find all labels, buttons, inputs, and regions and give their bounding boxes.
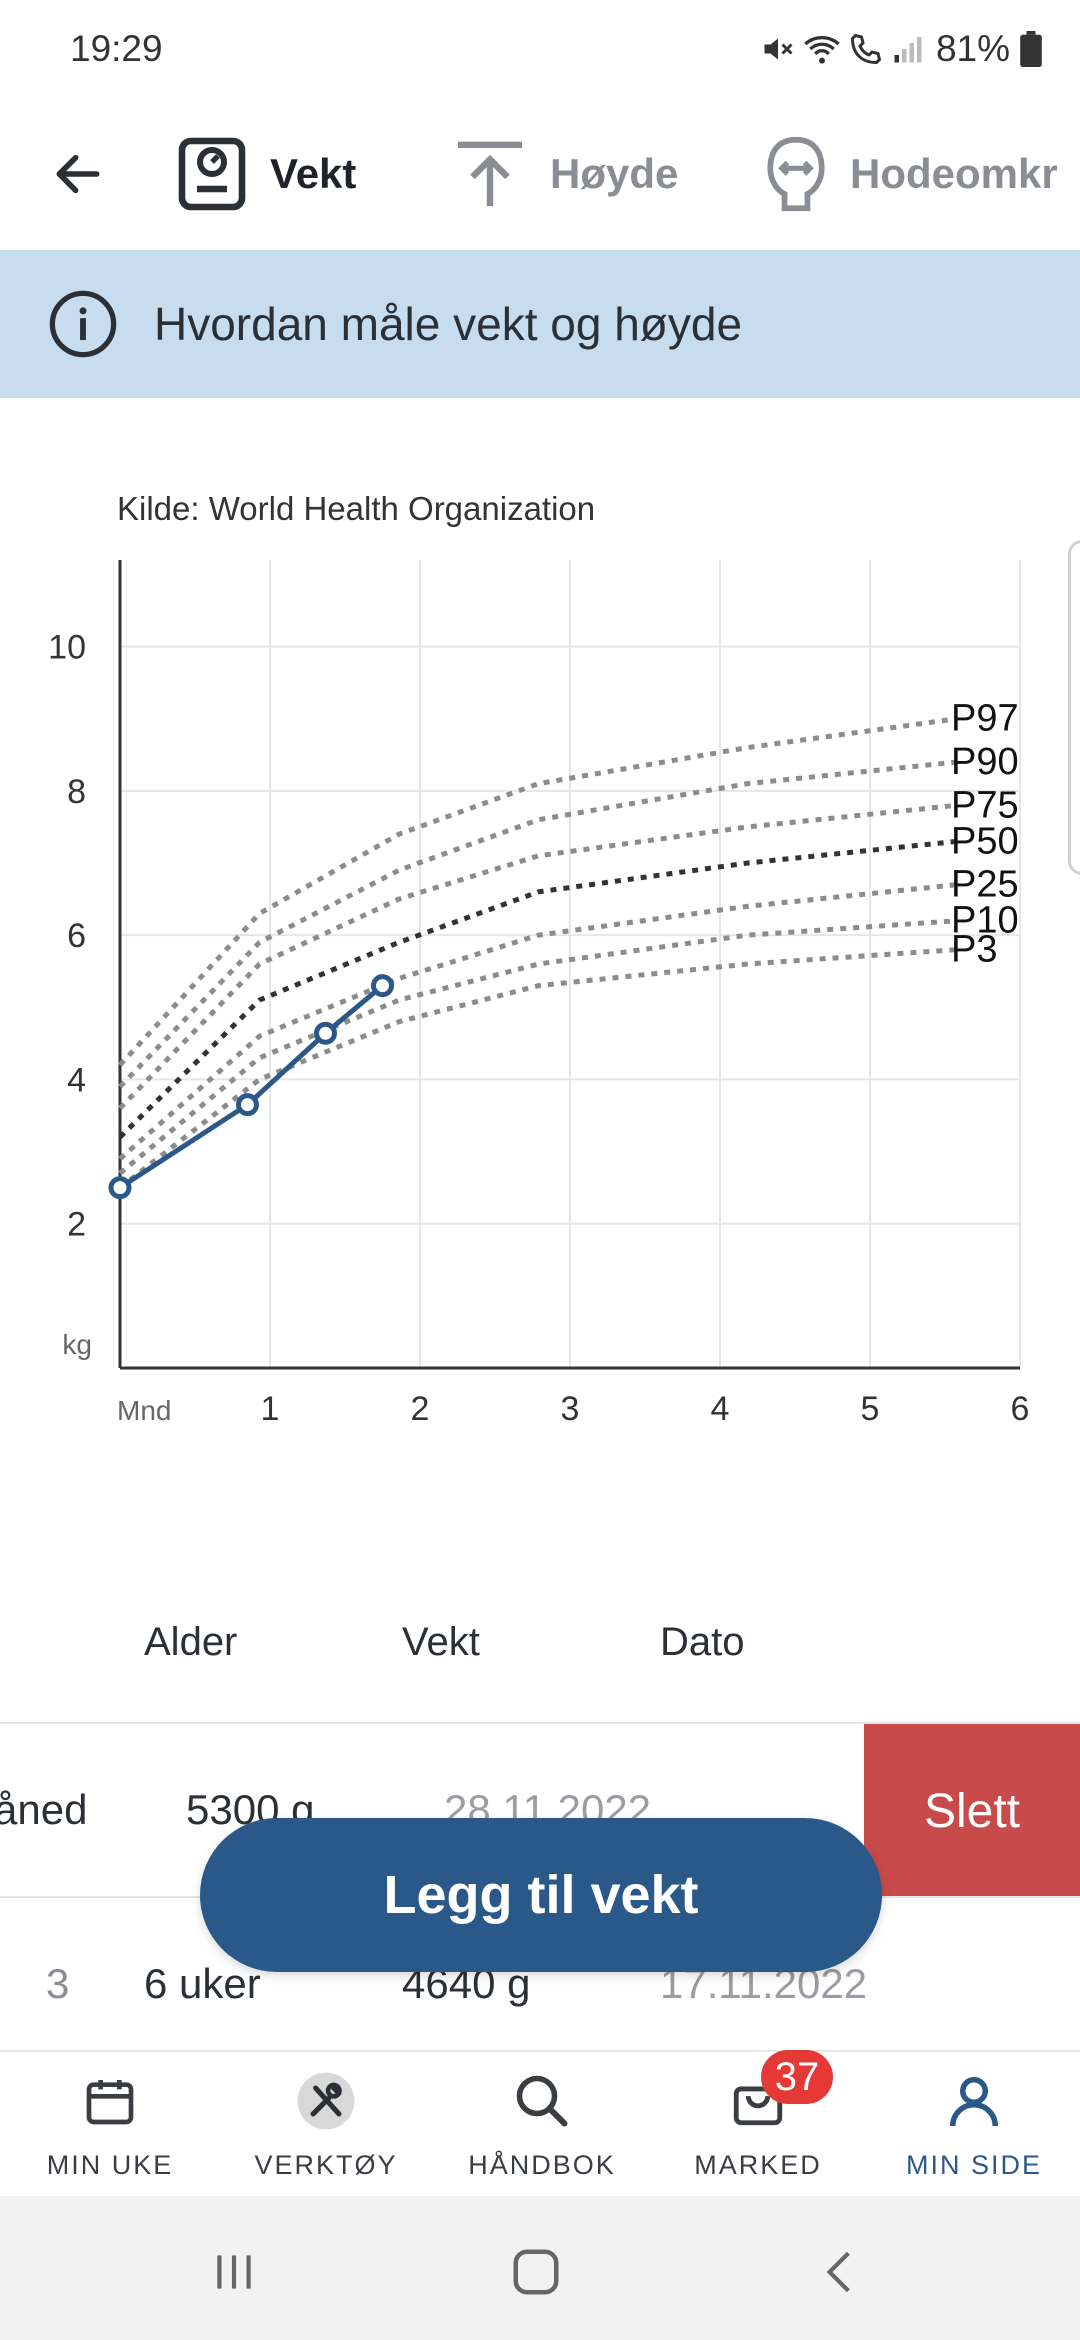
- system-back-button[interactable]: [800, 2232, 880, 2312]
- x-tick-label: 6: [1011, 1390, 1030, 1428]
- info-banner[interactable]: Hvordan måle vekt og høyde: [0, 250, 1080, 398]
- measured-weight-point: [236, 1093, 259, 1117]
- percentile-label: P3: [951, 929, 997, 971]
- info-banner-text: Hvordan måle vekt og høyde: [154, 298, 743, 350]
- y-unit-label: kg: [62, 1329, 92, 1360]
- tab-hodeomkrets-label: Hodeomkr: [850, 150, 1058, 197]
- battery-icon: [1020, 31, 1042, 67]
- measured-weight-line: [118, 983, 385, 1190]
- battery-percentage: 81%: [935, 28, 1010, 69]
- search-icon: [507, 2066, 577, 2136]
- tab-hoyde-label: Høyde: [550, 150, 679, 197]
- chart-source: Kilde: World Health Organization: [117, 490, 596, 527]
- system-nav-bar: [0, 2196, 1080, 2340]
- percentile-line-p97: [118, 716, 958, 1067]
- percentile-label: P25: [951, 864, 1019, 906]
- info-icon: [49, 290, 117, 358]
- tab-hoyde[interactable]: Høyde: [452, 124, 678, 224]
- height-icon: [457, 141, 523, 207]
- nav-min-side[interactable]: MIN SIDE: [866, 2066, 1080, 2196]
- tools-icon: [291, 2066, 361, 2136]
- percentile-label: P10: [951, 900, 1019, 942]
- bottom-nav: MIN UKE VERKTØY HÅNDBOK 37 MARKED MIN SI…: [0, 2050, 1080, 2196]
- signal-icon: [894, 37, 922, 63]
- nav-label: VERKTØY: [254, 2150, 398, 2180]
- x-tick-label: 5: [861, 1390, 880, 1428]
- chart-scroll-handle[interactable]: [1068, 540, 1080, 875]
- nav-min-uke[interactable]: MIN UKE: [2, 2066, 218, 2196]
- percentile-line-p90: [118, 759, 958, 1089]
- y-tick-label: 2: [67, 1206, 86, 1244]
- measured-weight-point: [314, 1021, 337, 1045]
- table-divider: [0, 1722, 1080, 1724]
- percentile-line-p75: [118, 802, 958, 1111]
- y-tick-label: 10: [48, 629, 86, 667]
- person-icon: [939, 2066, 1009, 2136]
- percentile-line-p10: [118, 918, 958, 1176]
- back-button[interactable]: [38, 134, 118, 214]
- tab-vekt[interactable]: Vekt: [176, 124, 356, 224]
- measured-weight-point: [108, 1176, 132, 1200]
- head-circumference-icon: [767, 136, 825, 212]
- add-weight-button[interactable]: Legg til vekt: [200, 1818, 882, 1972]
- wifi-call-icon: [850, 33, 882, 65]
- percentile-line-p50: [118, 838, 958, 1139]
- measured-weight-point: [371, 974, 394, 998]
- chevron-left-icon: [826, 2251, 850, 2293]
- wifi-icon: [804, 36, 840, 64]
- percentile-line-p25: [118, 882, 958, 1161]
- nav-marked[interactable]: 37 MARKED: [650, 2050, 866, 2196]
- header-alder: Alder: [144, 1620, 238, 1664]
- row-age: 6 uker: [144, 1960, 261, 2007]
- tab-hodeomkrets[interactable]: Hodeomkr: [764, 124, 1058, 224]
- home-icon: [513, 2249, 559, 2295]
- home-button[interactable]: [496, 2232, 576, 2312]
- percentile-label: P75: [951, 784, 1019, 826]
- calendar-icon: [75, 2066, 145, 2136]
- nav-handbok[interactable]: HÅNDBOK: [434, 2066, 650, 2196]
- delete-button[interactable]: Slett: [864, 1724, 1080, 1898]
- y-tick-label: 4: [67, 1061, 86, 1099]
- arrow-left-icon: [56, 154, 100, 194]
- nav-verktoy[interactable]: VERKTØY: [218, 2066, 434, 2196]
- nav-label: MIN SIDE: [905, 2150, 1042, 2180]
- status-right: 81%: [760, 28, 1042, 70]
- x-tick-label: 4: [711, 1390, 730, 1428]
- percentile-label: P90: [951, 741, 1019, 783]
- percentile-label: P97: [951, 698, 1019, 740]
- x-tick-label: 3: [561, 1390, 580, 1428]
- status-time: 19:29: [70, 28, 163, 69]
- scale-icon: [178, 137, 246, 211]
- mute-icon: [764, 38, 793, 60]
- status-bar: 19:29 81%: [0, 0, 1080, 100]
- x-unit-label: Mnd: [117, 1395, 171, 1426]
- header-vekt: Vekt: [402, 1620, 480, 1664]
- status-icons: [760, 31, 926, 67]
- measurement-tabs: Vekt Høyde Hodeomkr: [0, 110, 1080, 250]
- recent-apps-button[interactable]: [194, 2232, 274, 2312]
- tab-vekt-label: Vekt: [270, 150, 357, 197]
- x-tick-label: 1: [261, 1390, 280, 1428]
- y-tick-label: 8: [67, 773, 86, 811]
- nav-label: MIN UKE: [46, 2150, 174, 2180]
- x-tick-label: 2: [411, 1390, 430, 1428]
- y-tick-label: 6: [67, 917, 86, 955]
- row-age: åned: [0, 1786, 88, 1833]
- notification-badge: 37: [761, 2050, 833, 2104]
- percentile-line-p3: [118, 947, 958, 1190]
- nav-label: MARKED: [694, 2150, 822, 2180]
- row-index: 3: [46, 1960, 70, 2007]
- table-row[interactable]: åned 5300 g 28.11.2022 Slett: [0, 1724, 1080, 1898]
- header-dato: Dato: [660, 1620, 745, 1664]
- shopping-bag-icon: 37: [723, 2050, 833, 2136]
- table-header: Alder Vekt Dato: [0, 1620, 1080, 1720]
- recent-apps-icon: [217, 2255, 251, 2289]
- percentile-label: P50: [951, 820, 1019, 862]
- nav-label: HÅNDBOK: [468, 2150, 616, 2180]
